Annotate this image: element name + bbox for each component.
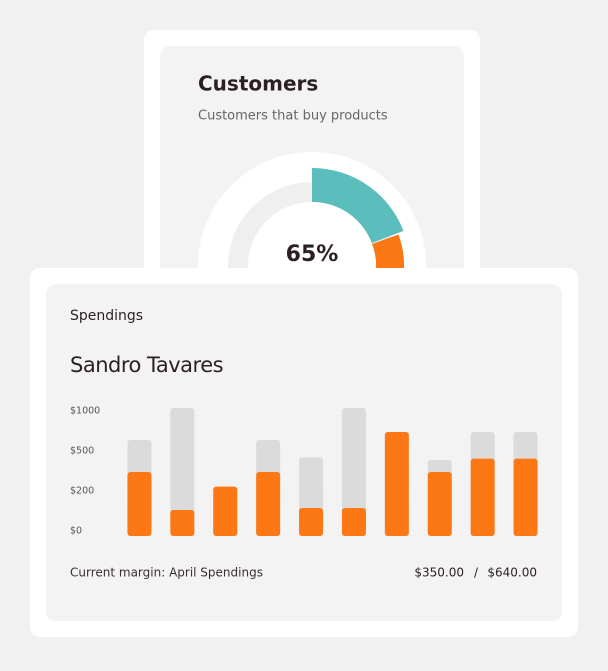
y-tick-label: $500 (70, 446, 94, 457)
bar (299, 508, 324, 536)
bar (170, 510, 195, 536)
panel (46, 284, 562, 621)
y-tick-label: $0 (70, 526, 82, 537)
y-tick-label: $200 (70, 486, 94, 497)
bar (513, 458, 538, 536)
y-tick-label: $1000 (70, 406, 100, 417)
bar (127, 472, 152, 536)
bar (170, 408, 195, 536)
bar (213, 486, 238, 536)
card-subtitle: Customers that buy products (198, 109, 388, 124)
footer-caption: Current margin: April Spendings (70, 566, 263, 580)
footer-separator: / (474, 566, 479, 580)
donut-label: 65% (286, 242, 339, 267)
person-name: Sandro Tavares (70, 353, 223, 377)
bar (341, 408, 366, 536)
card-label: Spendings (70, 308, 143, 324)
bar (470, 458, 495, 536)
bar (427, 472, 452, 536)
bar (256, 472, 281, 536)
footer-total: $640.00 (487, 566, 537, 580)
donut-teal (312, 168, 404, 244)
card-title: Customers (198, 72, 318, 96)
bar (384, 432, 409, 536)
spendings-card: Spendings Sandro Tavares Current margin:… (30, 268, 578, 637)
footer-current: $350.00 (414, 566, 464, 580)
bar (341, 508, 366, 536)
